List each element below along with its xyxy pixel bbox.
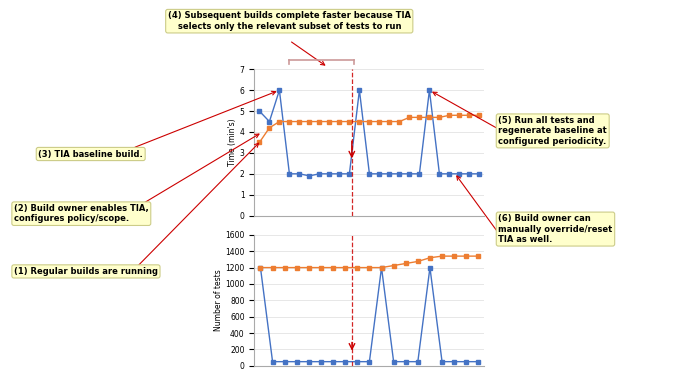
Y-axis label: Time (min's): Time (min's) [228,119,237,166]
Y-axis label: Number of tests: Number of tests [213,270,222,331]
Build Time - Regular [365,119,374,124]
Tests Run - TIA [256,265,265,270]
Tests Run - Regular [256,265,265,270]
Tests Run - TIA [401,359,410,364]
Text: (2) Build owner enables TIA,
configures policy/scope.: (2) Build owner enables TIA, configures … [14,204,148,223]
Tests Run - TIA [474,359,482,364]
Tests Run - Regular [341,265,349,270]
Build Time - Regular [305,119,314,124]
Tests Run - Regular [474,254,482,258]
Build Time - Regular [375,119,383,124]
Tests Run - TIA [329,359,337,364]
Tests Run - Regular [401,261,410,266]
Tests Run - Regular [462,254,470,258]
Text: (6) Build owner can
manually override/reset
TIA as well.: (6) Build owner can manually override/re… [498,214,613,244]
Tests Run - TIA [390,359,398,364]
Build Time - Regular [355,119,364,124]
Line: Tests Run - TIA: Tests Run - TIA [259,266,480,363]
Build Time - TIA [255,109,263,114]
Build Time - Regular [345,119,353,124]
Tests Run - TIA [413,359,422,364]
Text: (4) Subsequent builds complete faster because TIA
selects only the relevant subs: (4) Subsequent builds complete faster be… [168,12,411,31]
Tests Run - TIA [293,359,301,364]
Build Time - Regular [275,119,284,124]
Build Time - Regular [285,119,293,124]
Build Time - TIA [445,171,454,176]
Tests Run - TIA [317,359,325,364]
Build Time - TIA [415,171,424,176]
Build Time - Regular [465,113,473,117]
Line: Build Time - Regular: Build Time - Regular [258,114,481,144]
Build Time - Regular [325,119,334,124]
Text: (3) TIA baseline build.: (3) TIA baseline build. [38,149,143,159]
Tests Run - Regular [317,265,325,270]
Tests Run - TIA [377,265,385,270]
Build Time - Regular [296,119,304,124]
Line: Build Time - TIA: Build Time - TIA [258,89,481,177]
Tests Run - Regular [329,265,337,270]
Build Time - TIA [365,171,374,176]
Build Time - TIA [425,88,434,92]
Tests Run - Regular [353,265,362,270]
Tests Run - TIA [280,359,289,364]
Build Time - Regular [435,115,443,120]
Tests Run - Regular [293,265,301,270]
Build Time - Regular [335,119,344,124]
Build Time - TIA [405,171,413,176]
Build Time - TIA [296,171,304,176]
Build Time - TIA [455,171,464,176]
Tests Run - Regular [426,256,434,260]
Tests Run - Regular [268,265,277,270]
Build Time - Regular [395,119,404,124]
Text: (1) Regular builds are running: (1) Regular builds are running [14,267,158,276]
Build Time - TIA [375,171,383,176]
Build Time - Regular [445,113,454,117]
Build Time - TIA [325,171,334,176]
Tests Run - Regular [390,263,398,268]
Build Time - Regular [455,113,464,117]
Tests Run - Regular [438,254,446,258]
Build Time - Regular [385,119,394,124]
Tests Run - TIA [341,359,349,364]
Build Time - TIA [385,171,394,176]
Build Time - TIA [305,174,314,178]
Tests Run - TIA [438,359,446,364]
Tests Run - Regular [305,265,313,270]
Tests Run - Regular [280,265,289,270]
Text: (5) Run all tests and
regenerate baseline at
configured periodicity.: (5) Run all tests and regenerate baselin… [498,116,607,146]
Build Time - Regular [315,119,323,124]
Build Time - Regular [266,126,274,130]
Build Time - Regular [475,113,484,117]
Tests Run - Regular [450,254,459,258]
Build Time - TIA [315,171,323,176]
Build Time - Regular [255,140,263,145]
Build Time - TIA [335,171,344,176]
Build Time - TIA [435,171,443,176]
Build Time - TIA [475,171,484,176]
Build Time - TIA [345,171,353,176]
Tests Run - TIA [305,359,313,364]
Build Time - TIA [465,171,473,176]
Tests Run - TIA [450,359,459,364]
Tests Run - TIA [353,359,362,364]
Line: Tests Run - Regular: Tests Run - Regular [259,254,480,270]
Tests Run - TIA [426,265,434,270]
Build Time - Regular [415,115,424,120]
Build Time - TIA [395,171,404,176]
Build Time - Regular [405,115,413,120]
Tests Run - TIA [268,359,277,364]
Build Time - TIA [285,171,293,176]
Build Time - TIA [275,88,284,92]
Tests Run - TIA [462,359,470,364]
Tests Run - Regular [365,265,374,270]
Tests Run - TIA [365,359,374,364]
Build Time - Regular [425,115,434,120]
Tests Run - Regular [377,265,385,270]
Tests Run - Regular [413,259,422,264]
Build Time - TIA [266,119,274,124]
Legend: Build Time - TIA, Build Time - Regular: Build Time - TIA, Build Time - Regular [279,247,459,259]
Build Time - TIA [355,88,364,92]
